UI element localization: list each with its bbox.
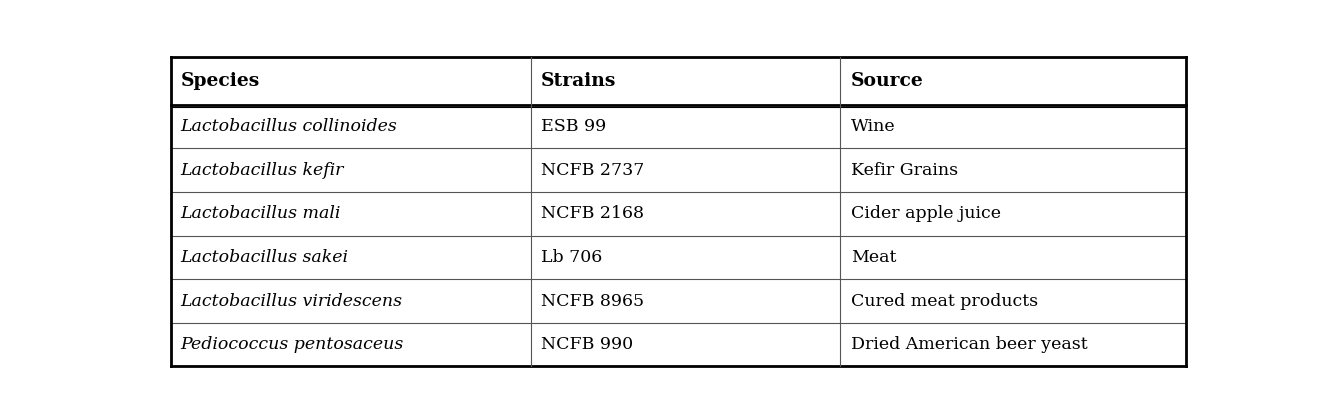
Text: Pediococcus pentosaceus: Pediococcus pentosaceus (181, 336, 404, 353)
Text: NCFB 2737: NCFB 2737 (541, 162, 644, 178)
Text: Wine: Wine (851, 118, 896, 135)
Text: Lactobacillus sakei: Lactobacillus sakei (181, 249, 349, 266)
Text: Lactobacillus collinoides: Lactobacillus collinoides (181, 118, 397, 135)
Text: Cured meat products: Cured meat products (851, 292, 1037, 310)
Text: Source: Source (851, 72, 923, 90)
Text: Species: Species (181, 72, 261, 90)
Text: Strains: Strains (541, 72, 617, 90)
Text: Dried American beer yeast: Dried American beer yeast (851, 336, 1088, 353)
Text: Lactobacillus mali: Lactobacillus mali (181, 205, 341, 222)
Text: Lb 706: Lb 706 (541, 249, 602, 266)
Text: ESB 99: ESB 99 (541, 118, 606, 135)
Text: NCFB 8965: NCFB 8965 (541, 292, 644, 310)
Text: NCFB 2168: NCFB 2168 (541, 205, 644, 222)
Text: Lactobacillus kefir: Lactobacillus kefir (181, 162, 344, 178)
Text: Cider apple juice: Cider apple juice (851, 205, 1000, 222)
Text: NCFB 990: NCFB 990 (541, 336, 634, 353)
Text: Meat: Meat (851, 249, 896, 266)
Text: Kefir Grains: Kefir Grains (851, 162, 958, 178)
Text: Lactobacillus viridescens: Lactobacillus viridescens (181, 292, 402, 310)
